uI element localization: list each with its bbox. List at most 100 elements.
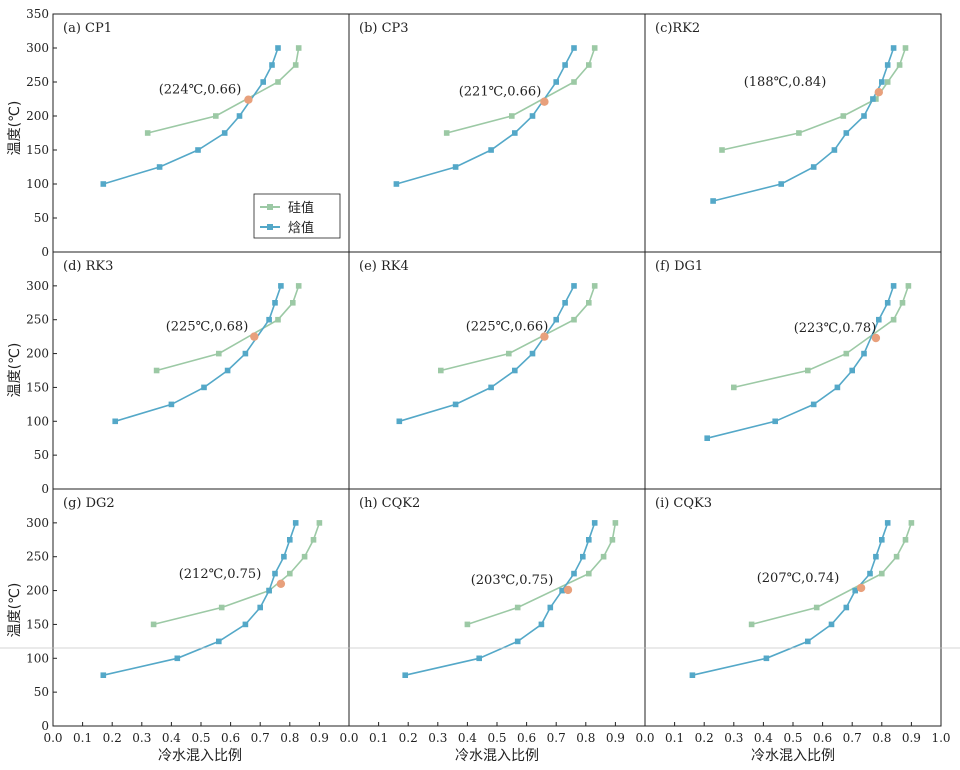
enthalpy-data-point — [216, 638, 222, 645]
panel-grid: 0 50 100 150 200 250 300 350 (a) CP1 (224℃,0.66) (… — [0, 7, 960, 745]
silica-data-point — [216, 350, 222, 357]
chart-panel-9: 0.0 0.1 0.2 0.3 0.4 0.5 0.6 0.7 0.8 0.9 1.0 (i) CQK… — [635, 488, 951, 745]
x-tick-label: 0.9 — [606, 731, 625, 745]
intersection-point — [540, 97, 549, 106]
x-tick-label: 0.8 — [576, 731, 595, 745]
enthalpy-data-point — [772, 418, 778, 425]
silica-data-point — [731, 384, 737, 391]
silica-data-point — [150, 621, 157, 628]
x-tick-label: 0.4 — [162, 731, 181, 745]
silica-data-point — [890, 316, 897, 323]
silica-data-point — [796, 130, 802, 136]
enthalpy-data-point — [553, 79, 559, 85]
legend: 硅值 焓值 — [253, 193, 341, 239]
x-tick-label: 0.9 — [310, 731, 329, 745]
enthalpy-data-point — [281, 553, 287, 560]
enthalpy-data-point — [112, 418, 118, 425]
enthalpy-data-point — [201, 384, 207, 391]
enthalpy-data-point — [870, 96, 876, 102]
enthalpy-data-point — [852, 587, 858, 594]
intersection-annotation: (203℃,0.75) — [471, 573, 554, 588]
x-tick-label: 0.3 — [724, 731, 743, 745]
enthalpy-data-point — [562, 300, 568, 306]
silica-data-point — [902, 537, 909, 543]
x-axis-label-right: 冷水混入比例 — [751, 748, 835, 764]
enthalpy-data-point — [884, 62, 891, 68]
panel-title: (c)RK2 — [655, 21, 700, 36]
enthalpy-data-point — [805, 638, 811, 645]
intersection-point — [874, 88, 883, 97]
y-axis-label-middle: 温度(℃) — [7, 343, 23, 398]
x-tick-label: 0.7 — [843, 731, 862, 745]
enthalpy-data-point — [810, 401, 817, 408]
x-tick-label: 0.9 — [902, 731, 921, 745]
enthalpy-data-point — [272, 300, 278, 306]
silica-data-point — [295, 45, 302, 51]
panel-title: (g) DG2 — [63, 496, 115, 511]
y-tick-label: 50 — [34, 448, 49, 462]
enthalpy-data-point — [488, 147, 494, 153]
enthalpy-data-point — [236, 113, 243, 119]
silica-data-point — [873, 96, 879, 102]
intersection-annotation: (223℃,0.78) — [794, 321, 877, 336]
chart-panel-8: 0.0 0.1 0.2 0.3 0.4 0.5 0.6 0.7 0.8 0.9 (h) CQK2 (2… — [339, 488, 646, 745]
silica-data-point — [591, 45, 598, 51]
enthalpy-data-point — [195, 147, 201, 153]
x-tick-label: 0.0 — [339, 731, 358, 745]
silica-data-point — [153, 367, 160, 374]
y-axis-label-top: 温度(℃) — [7, 101, 23, 156]
y-tick-label: 0 — [41, 245, 49, 259]
intersection-annotation: (188℃,0.84) — [744, 75, 827, 90]
legend-enthalpy-marker — [267, 224, 273, 230]
x-tick-label: 0.8 — [872, 731, 891, 745]
y-tick-label: 0 — [41, 719, 49, 733]
chart-panel-6: (f) DG1 (223℃,0.78) — [644, 251, 942, 490]
y-tick-label: 50 — [34, 685, 49, 699]
intersection-point — [244, 95, 253, 104]
enthalpy-data-point — [861, 113, 867, 119]
silica-data-point — [464, 621, 471, 628]
enthalpy-data-point — [571, 570, 577, 577]
enthalpy-series-line — [405, 522, 596, 676]
enthalpy-series-line — [103, 47, 279, 185]
legend-enthalpy-label: 焓值 — [288, 220, 314, 236]
silica-data-point — [612, 520, 619, 526]
enthalpy-data-point — [275, 45, 281, 51]
enthalpy-data-point — [861, 350, 867, 357]
y-tick-label: 200 — [26, 109, 49, 123]
enthalpy-data-point — [287, 537, 293, 543]
x-tick-label: 0.2 — [103, 731, 122, 745]
x-tick-label: 0.6 — [517, 731, 536, 745]
panel-frame — [348, 251, 646, 490]
enthalpy-data-point — [512, 367, 518, 374]
y-tick-label: 300 — [26, 516, 49, 530]
enthalpy-data-point — [168, 401, 175, 408]
enthalpy-data-point — [242, 350, 249, 357]
enthalpy-data-point — [393, 181, 400, 187]
x-axis-label-left: 冷水混入比例 — [158, 748, 242, 764]
silica-data-point — [275, 316, 281, 323]
enthalpy-data-point — [879, 537, 885, 543]
silica-data-point — [443, 130, 450, 136]
enthalpy-data-point — [260, 79, 266, 85]
x-tick-label: 0.5 — [487, 731, 506, 745]
silica-data-point — [879, 570, 885, 577]
enthalpy-data-point — [452, 164, 459, 170]
silica-data-point — [571, 79, 577, 85]
panel-frame — [644, 13, 942, 253]
enthalpy-data-point — [763, 655, 770, 662]
x-tick-label: 0.5 — [783, 731, 802, 745]
silica-data-point — [144, 130, 151, 136]
enthalpy-data-point — [272, 570, 278, 577]
intersection-point — [540, 332, 549, 341]
panel-title: (e) RK4 — [359, 259, 409, 274]
enthalpy-data-point — [476, 655, 482, 662]
enthalpy-data-point — [879, 79, 885, 85]
enthalpy-data-point — [174, 655, 181, 662]
y-tick-label: 250 — [26, 75, 49, 89]
x-tick-label: 0.4 — [458, 731, 477, 745]
enthalpy-data-point — [224, 367, 231, 374]
panel-title: (h) CQK2 — [359, 496, 420, 511]
y-tick-label: 350 — [26, 7, 49, 21]
